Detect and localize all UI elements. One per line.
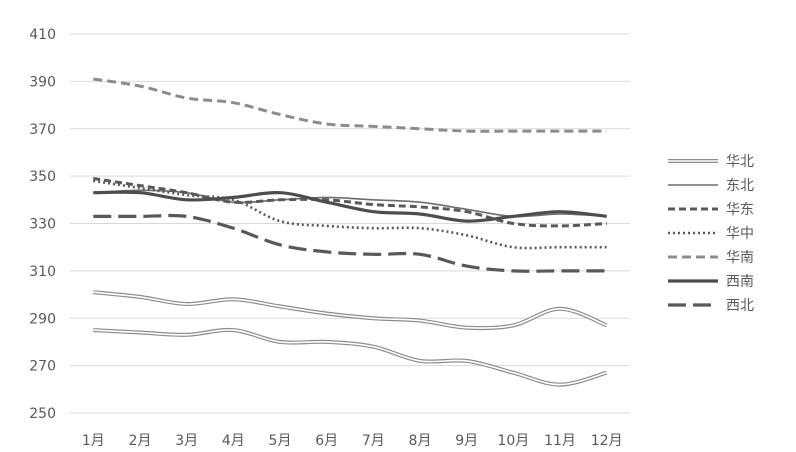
legend-label: 东北 — [726, 178, 754, 194]
x-tick-label: 7月 — [362, 433, 385, 449]
y-tick-label: 350 — [29, 169, 56, 185]
x-tick-label: 5月 — [269, 433, 292, 449]
legend-label: 华南 — [726, 250, 754, 266]
y-tick-label: 310 — [29, 264, 56, 280]
x-tick-label: 4月 — [222, 433, 245, 449]
x-axis-ticks: 1月 2月 3月 4月 5月 6月 7月 8月 9月 10月 11月 12月 — [82, 433, 623, 449]
series-line-0 — [93, 290, 608, 331]
legend-item: 东北 — [668, 178, 754, 194]
y-tick-label: 290 — [29, 311, 56, 327]
legend-item: 华东 — [668, 202, 754, 218]
series-line-5 — [93, 77, 607, 133]
series-line-6 — [93, 190, 607, 223]
legend-item: 西南 — [668, 274, 754, 290]
legend-label: 华北 — [726, 154, 754, 170]
grid-lines — [70, 33, 630, 414]
series-lines — [93, 77, 608, 387]
y-tick-label: 270 — [29, 359, 56, 375]
series-line-3 — [93, 177, 607, 228]
x-tick-label: 9月 — [455, 433, 478, 449]
legend-label: 华中 — [726, 226, 754, 242]
series-line-1 — [93, 327, 608, 387]
legend-item: 华北 — [668, 154, 754, 170]
legend-item: 西北 — [668, 298, 754, 314]
y-tick-label: 250 — [29, 406, 56, 422]
x-tick-label: 6月 — [315, 433, 338, 449]
series-line-7 — [93, 213, 607, 273]
y-axis-ticks: 250 270 290 310 330 350 370 390 410 — [29, 27, 56, 422]
series-line-4 — [93, 179, 607, 250]
y-tick-label: 390 — [29, 74, 56, 90]
y-tick-label: 410 — [29, 27, 56, 43]
legend-item: 华中 — [668, 226, 754, 242]
legend-label: 西北 — [726, 298, 754, 314]
legend-item: 华南 — [668, 250, 754, 266]
y-tick-label: 330 — [29, 217, 56, 233]
legend-label: 西南 — [726, 274, 754, 290]
legend-label: 华东 — [726, 202, 754, 218]
x-tick-label: 3月 — [175, 433, 198, 449]
x-tick-label: 8月 — [409, 433, 432, 449]
x-tick-label: 2月 — [129, 433, 152, 449]
x-tick-label: 12月 — [591, 433, 623, 449]
x-tick-label: 11月 — [544, 433, 576, 449]
x-tick-label: 10月 — [497, 433, 529, 449]
x-tick-label: 1月 — [82, 433, 105, 449]
y-tick-label: 370 — [29, 122, 56, 138]
